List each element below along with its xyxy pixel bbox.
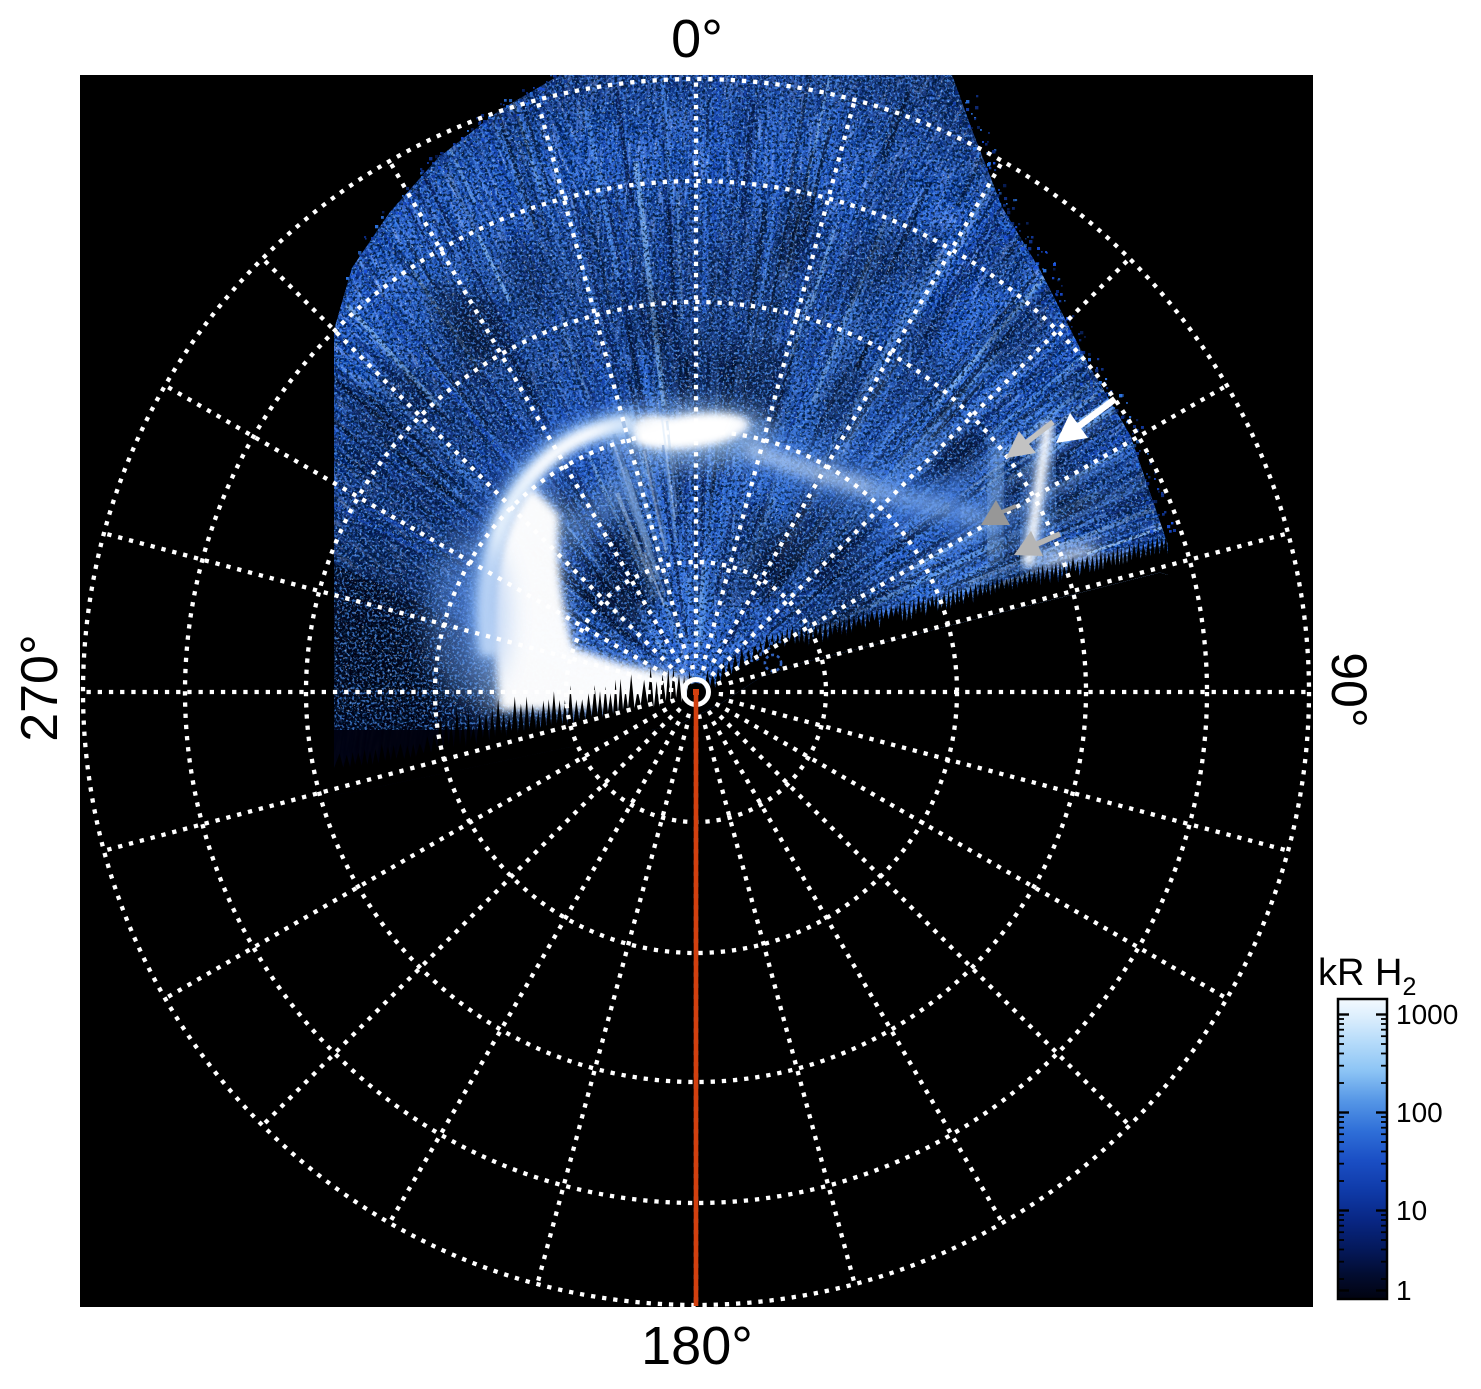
svg-text:kR H2: kR H2 [1318,952,1416,1001]
svg-text:1000: 1000 [1396,999,1458,1030]
svg-text:90°: 90° [1321,652,1377,728]
svg-text:0°: 0° [671,9,723,69]
svg-text:270°: 270° [11,634,69,742]
svg-text:1: 1 [1396,1275,1412,1306]
svg-text:100: 100 [1396,1097,1443,1128]
svg-text:10: 10 [1396,1195,1427,1226]
svg-text:180°: 180° [641,1316,753,1376]
